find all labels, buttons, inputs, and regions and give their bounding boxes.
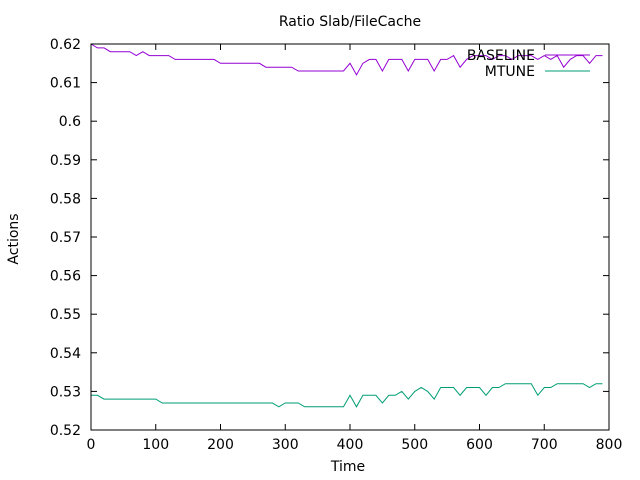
- x-axis-label: Time: [330, 459, 365, 475]
- x-tick-label: 100: [142, 437, 169, 453]
- x-tick-label: 500: [401, 437, 428, 453]
- y-tick-label: 0.56: [50, 269, 81, 285]
- x-tick-label: 600: [466, 437, 493, 453]
- x-tick-label: 300: [272, 437, 299, 453]
- x-tick-label: 800: [596, 437, 623, 453]
- legend-label-baseline: BASELINE: [467, 48, 535, 64]
- plot-frame: [90, 43, 610, 431]
- x-tick-label: 700: [531, 437, 558, 453]
- x-tick-label: 0: [87, 437, 96, 453]
- x-tick-label: 400: [337, 437, 364, 453]
- y-tick-label: 0.58: [50, 191, 81, 207]
- series-line-mtune: [91, 383, 603, 408]
- y-tick-label: 0.55: [50, 307, 81, 323]
- y-tick-label: 0.61: [50, 76, 81, 92]
- y-tick-label: 0.53: [50, 384, 81, 400]
- chart-title: Ratio Slab/FileCache: [279, 14, 421, 30]
- x-tick-label: 200: [207, 437, 234, 453]
- series-layer: [90, 43, 603, 408]
- y-tick-label: 0.62: [50, 37, 81, 53]
- y-tick-label: 0.59: [50, 153, 81, 169]
- y-tick-label: 0.6: [59, 114, 81, 130]
- y-tick-label: 0.54: [50, 346, 81, 362]
- legend-label-mtune: MTUNE: [485, 64, 535, 80]
- y-axis-label: Actions: [6, 213, 22, 264]
- y-tick-label: 0.57: [50, 230, 81, 246]
- axis-ticks: 0 100 200 300 400 500 600 700 800 0.52 0.53 0.54 0.5…: [50, 37, 623, 453]
- series-line-baseline: [90, 43, 603, 76]
- y-tick-label: 0.52: [50, 423, 81, 439]
